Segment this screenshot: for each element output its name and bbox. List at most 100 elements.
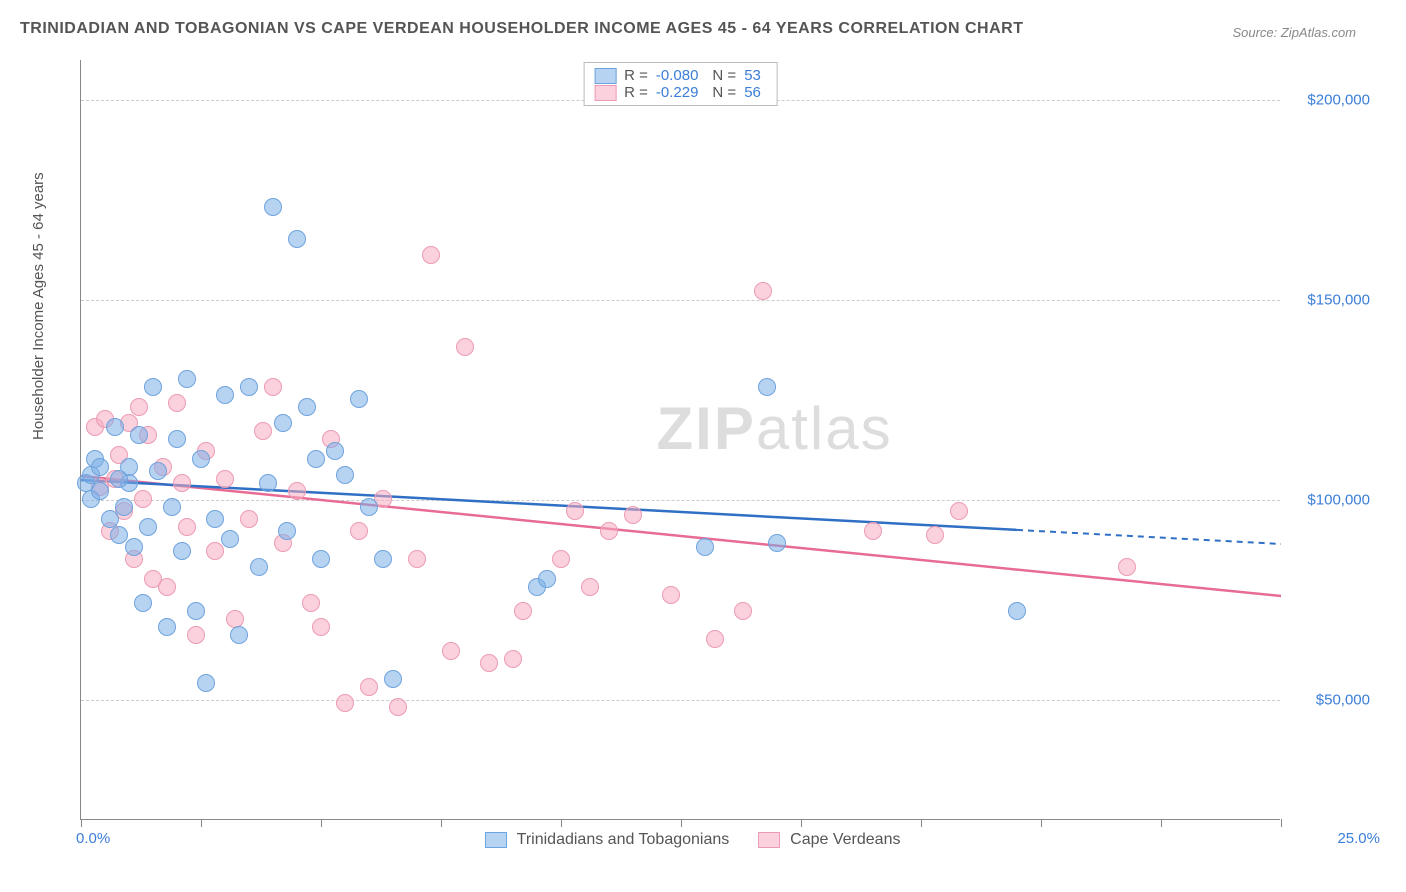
scatter-point [950,502,968,520]
scatter-point [278,522,296,540]
trend-line-series-a-extrapolated [1017,530,1281,544]
swatch-series-b-icon [758,832,780,848]
scatter-point [514,602,532,620]
legend-stats-row-b: R = -0.229 N = 56 [594,84,767,101]
scatter-point [696,538,714,556]
x-tick [321,819,322,827]
y-tick-label: $150,000 [1290,292,1370,309]
scatter-point [206,542,224,560]
scatter-point [274,414,292,432]
scatter-point [192,450,210,468]
trend-line-series-b [81,476,1281,596]
scatter-point [101,510,119,528]
scatter-point [350,390,368,408]
scatter-point [456,338,474,356]
scatter-point [216,470,234,488]
scatter-point [926,526,944,544]
scatter-point [158,618,176,636]
x-tick [1281,819,1282,827]
scatter-point [442,642,460,660]
scatter-point [264,198,282,216]
scatter-point [288,230,306,248]
plot-area: ZIPatlas $50,000$100,000$150,000$200,000… [80,60,1280,820]
n-label: N = [712,67,736,84]
scatter-point [125,538,143,556]
scatter-point [1008,602,1026,620]
x-tick [1161,819,1162,827]
scatter-point [662,586,680,604]
scatter-point [538,570,556,588]
scatter-point [360,498,378,516]
scatter-point [384,670,402,688]
scatter-point [734,602,752,620]
scatter-point [408,550,426,568]
scatter-point [504,650,522,668]
scatter-point [216,386,234,404]
scatter-point [288,482,306,500]
scatter-point [163,498,181,516]
correlation-chart: TRINIDADIAN AND TOBAGONIAN VS CAPE VERDE… [20,20,1386,872]
scatter-point [115,498,133,516]
scatter-point [307,450,325,468]
legend-series-b-label: Cape Verdeans [790,831,900,848]
scatter-point [144,378,162,396]
x-tick [921,819,922,827]
scatter-point [422,246,440,264]
scatter-point [168,394,186,412]
scatter-point [312,618,330,636]
r-label: R = [624,67,648,84]
y-tick-label: $200,000 [1290,92,1370,109]
r-value-b: -0.229 [656,84,699,101]
scatter-point [259,474,277,492]
scatter-point [758,378,776,396]
scatter-point [312,550,330,568]
scatter-point [552,550,570,568]
scatter-point [139,518,157,536]
scatter-point [178,518,196,536]
scatter-point [134,490,152,508]
scatter-point [120,458,138,476]
scatter-point [600,522,618,540]
scatter-point [302,594,320,612]
scatter-point [187,626,205,644]
swatch-series-a-icon [594,68,616,84]
scatter-point [581,578,599,596]
scatter-point [197,674,215,692]
scatter-point [158,578,176,596]
r-value-a: -0.080 [656,67,699,84]
legend-series-a-label: Trinidadians and Tobagonians [517,831,730,848]
x-tick [561,819,562,827]
swatch-series-b-icon [594,85,616,101]
scatter-point [130,398,148,416]
x-tick [441,819,442,827]
scatter-point [221,530,239,548]
scatter-point [864,522,882,540]
n-value-b: 56 [744,84,761,101]
scatter-point [389,698,407,716]
scatter-point [250,558,268,576]
y-tick-label: $50,000 [1290,692,1370,709]
n-label: N = [712,84,736,101]
scatter-point [168,430,186,448]
x-tick [681,819,682,827]
x-tick [81,819,82,827]
scatter-point [106,418,124,436]
scatter-point [178,370,196,388]
scatter-point [240,510,258,528]
scatter-point [206,510,224,528]
scatter-point [240,378,258,396]
scatter-point [336,466,354,484]
scatter-point [187,602,205,620]
x-tick [201,819,202,827]
scatter-point [768,534,786,552]
scatter-point [91,482,109,500]
y-axis-label: Householder Income Ages 45 - 64 years [30,172,47,440]
scatter-point [350,522,368,540]
scatter-point [298,398,316,416]
source-citation: Source: ZipAtlas.com [1232,25,1356,40]
scatter-point [326,442,344,460]
x-tick [1041,819,1042,827]
scatter-point [230,626,248,644]
chart-title: TRINIDADIAN AND TOBAGONIAN VS CAPE VERDE… [20,20,1023,38]
scatter-point [130,426,148,444]
